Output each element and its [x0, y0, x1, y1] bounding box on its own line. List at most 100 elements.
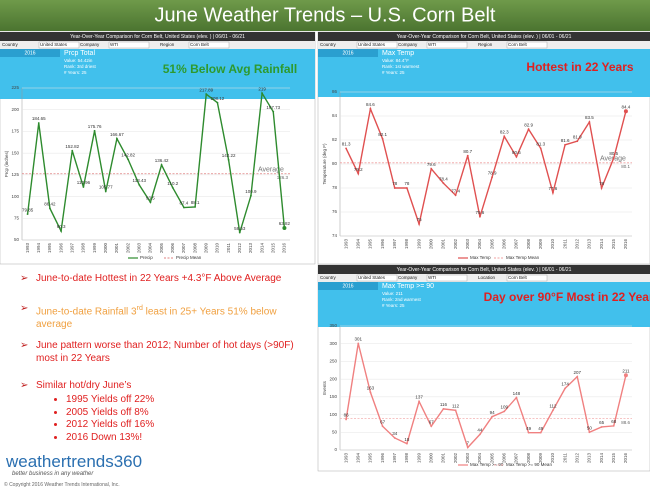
y-tick-label: 100	[11, 194, 19, 199]
point	[600, 187, 603, 189]
x-tick-label: 1999	[416, 453, 421, 464]
mean-label: Average	[258, 167, 284, 174]
year-text: 2016	[342, 50, 353, 56]
point	[418, 223, 420, 225]
x-tick-label: 1996	[380, 453, 385, 464]
filter-box	[356, 41, 398, 49]
point	[82, 186, 85, 188]
filter-text: Country	[320, 42, 337, 47]
data-label: 83.5	[585, 115, 594, 120]
point	[381, 425, 384, 428]
point	[381, 137, 384, 140]
bullet-text: June-to-date Hottest in 22 Years +4.3°F …	[36, 273, 282, 284]
y-tick-label: 250	[329, 359, 337, 364]
headline: 51% Below Avg Rainfall	[163, 62, 297, 76]
info-text: Max Temp >= 90	[382, 283, 434, 290]
data-label: 100.9	[245, 189, 257, 194]
legend-label: Max Temp	[470, 255, 491, 260]
bullet: ➢ June-to-date Hottest in 22 Years +4.3°F…	[20, 273, 282, 284]
y-tick-label: 80	[332, 161, 338, 166]
data-label: 18	[404, 437, 410, 442]
x-tick-label: 2002	[125, 243, 130, 254]
bullet: ➢ June pattern worse than 2012; Number of…	[20, 340, 294, 364]
point	[539, 431, 542, 434]
filter-text: Region	[478, 42, 493, 47]
filter-bar	[318, 41, 650, 49]
data-label: 80.7	[463, 149, 472, 154]
data-label: 110.96	[77, 180, 91, 185]
x-tick-label: 2000	[428, 453, 433, 464]
x-tick-label: 2011	[226, 243, 231, 253]
filter-bar	[318, 274, 650, 282]
info-text: Prcp Total	[64, 50, 95, 57]
x-tick-label: 2009	[538, 453, 543, 464]
year-box	[318, 49, 378, 57]
data-label: 82.1	[378, 132, 387, 137]
year-box	[318, 282, 378, 290]
x-tick-label: 2003	[465, 453, 470, 464]
x-tick-label: 2015	[611, 239, 616, 250]
y-tick-label: 150	[329, 394, 337, 399]
x-tick-label: 2013	[587, 239, 592, 250]
data-label: 78.4	[439, 176, 448, 181]
x-tick-label: 1996	[380, 239, 385, 250]
point	[442, 408, 445, 410]
x-tick-label: 2008	[526, 239, 531, 250]
data-label: 86	[344, 413, 350, 418]
bullet: ➢Similar hot/dry June’s 1995 Yields off …	[20, 379, 306, 445]
info-text: Rank: 3rd driest	[64, 64, 97, 69]
filter-box	[506, 274, 548, 282]
point	[37, 122, 40, 124]
sub-item: 2012 Yields off 16%	[66, 419, 306, 432]
year-box	[0, 49, 60, 57]
x-tick-label: 2013	[248, 243, 253, 254]
filter-text: Region	[160, 42, 175, 47]
point	[454, 409, 457, 412]
x-tick-label: 2011	[562, 453, 567, 463]
x-tick-label: 2006	[501, 239, 506, 250]
info-text: Rank: 2nd warmest	[382, 297, 422, 302]
point	[71, 149, 74, 152]
data-label: 105.77	[99, 185, 113, 190]
info-band	[0, 49, 315, 99]
point	[60, 230, 62, 232]
point	[406, 187, 408, 189]
info-text: # Years: 25	[382, 303, 405, 308]
point	[104, 190, 107, 193]
point	[430, 167, 433, 170]
data-label: 208.12	[211, 96, 225, 101]
x-tick-label: 2009	[538, 239, 543, 250]
data-label: 77.4	[451, 188, 460, 193]
filter-text: Location	[478, 275, 496, 280]
filter-text: Country	[320, 275, 337, 280]
point	[345, 418, 347, 421]
x-tick-label: 1993	[343, 239, 348, 250]
data-label: 184.65	[32, 116, 46, 121]
x-tick-label: 1997	[392, 239, 397, 250]
point	[564, 387, 566, 390]
y-tick-label: 100	[329, 412, 337, 417]
sub-item: 2016 Down 13%!	[66, 432, 306, 445]
point	[612, 157, 615, 159]
info-text: Value: 211	[382, 291, 403, 296]
point	[116, 137, 118, 140]
data-label: 110.2	[167, 181, 178, 186]
filter-text: Country	[2, 42, 19, 47]
data-label: 87.4	[180, 201, 189, 206]
filter-text: Company	[398, 42, 418, 47]
x-tick-label: 2008	[192, 243, 197, 254]
data-label: 86.42	[44, 202, 56, 207]
data-label: 75	[417, 217, 423, 222]
point	[600, 426, 603, 428]
x-tick-label: 1999	[416, 239, 421, 250]
year-text: 2016	[24, 50, 35, 56]
data-label: 60.3	[57, 224, 66, 229]
x-tick-label: 2004	[148, 243, 153, 254]
point	[576, 375, 579, 378]
x-tick-label: 2000	[103, 243, 108, 254]
x-tick-label: 1993	[25, 243, 30, 254]
x-tick-label: 1994	[355, 239, 360, 250]
point	[393, 437, 396, 439]
x-tick-label: 1997	[392, 453, 397, 464]
x-tick-label: 2016	[623, 453, 628, 464]
